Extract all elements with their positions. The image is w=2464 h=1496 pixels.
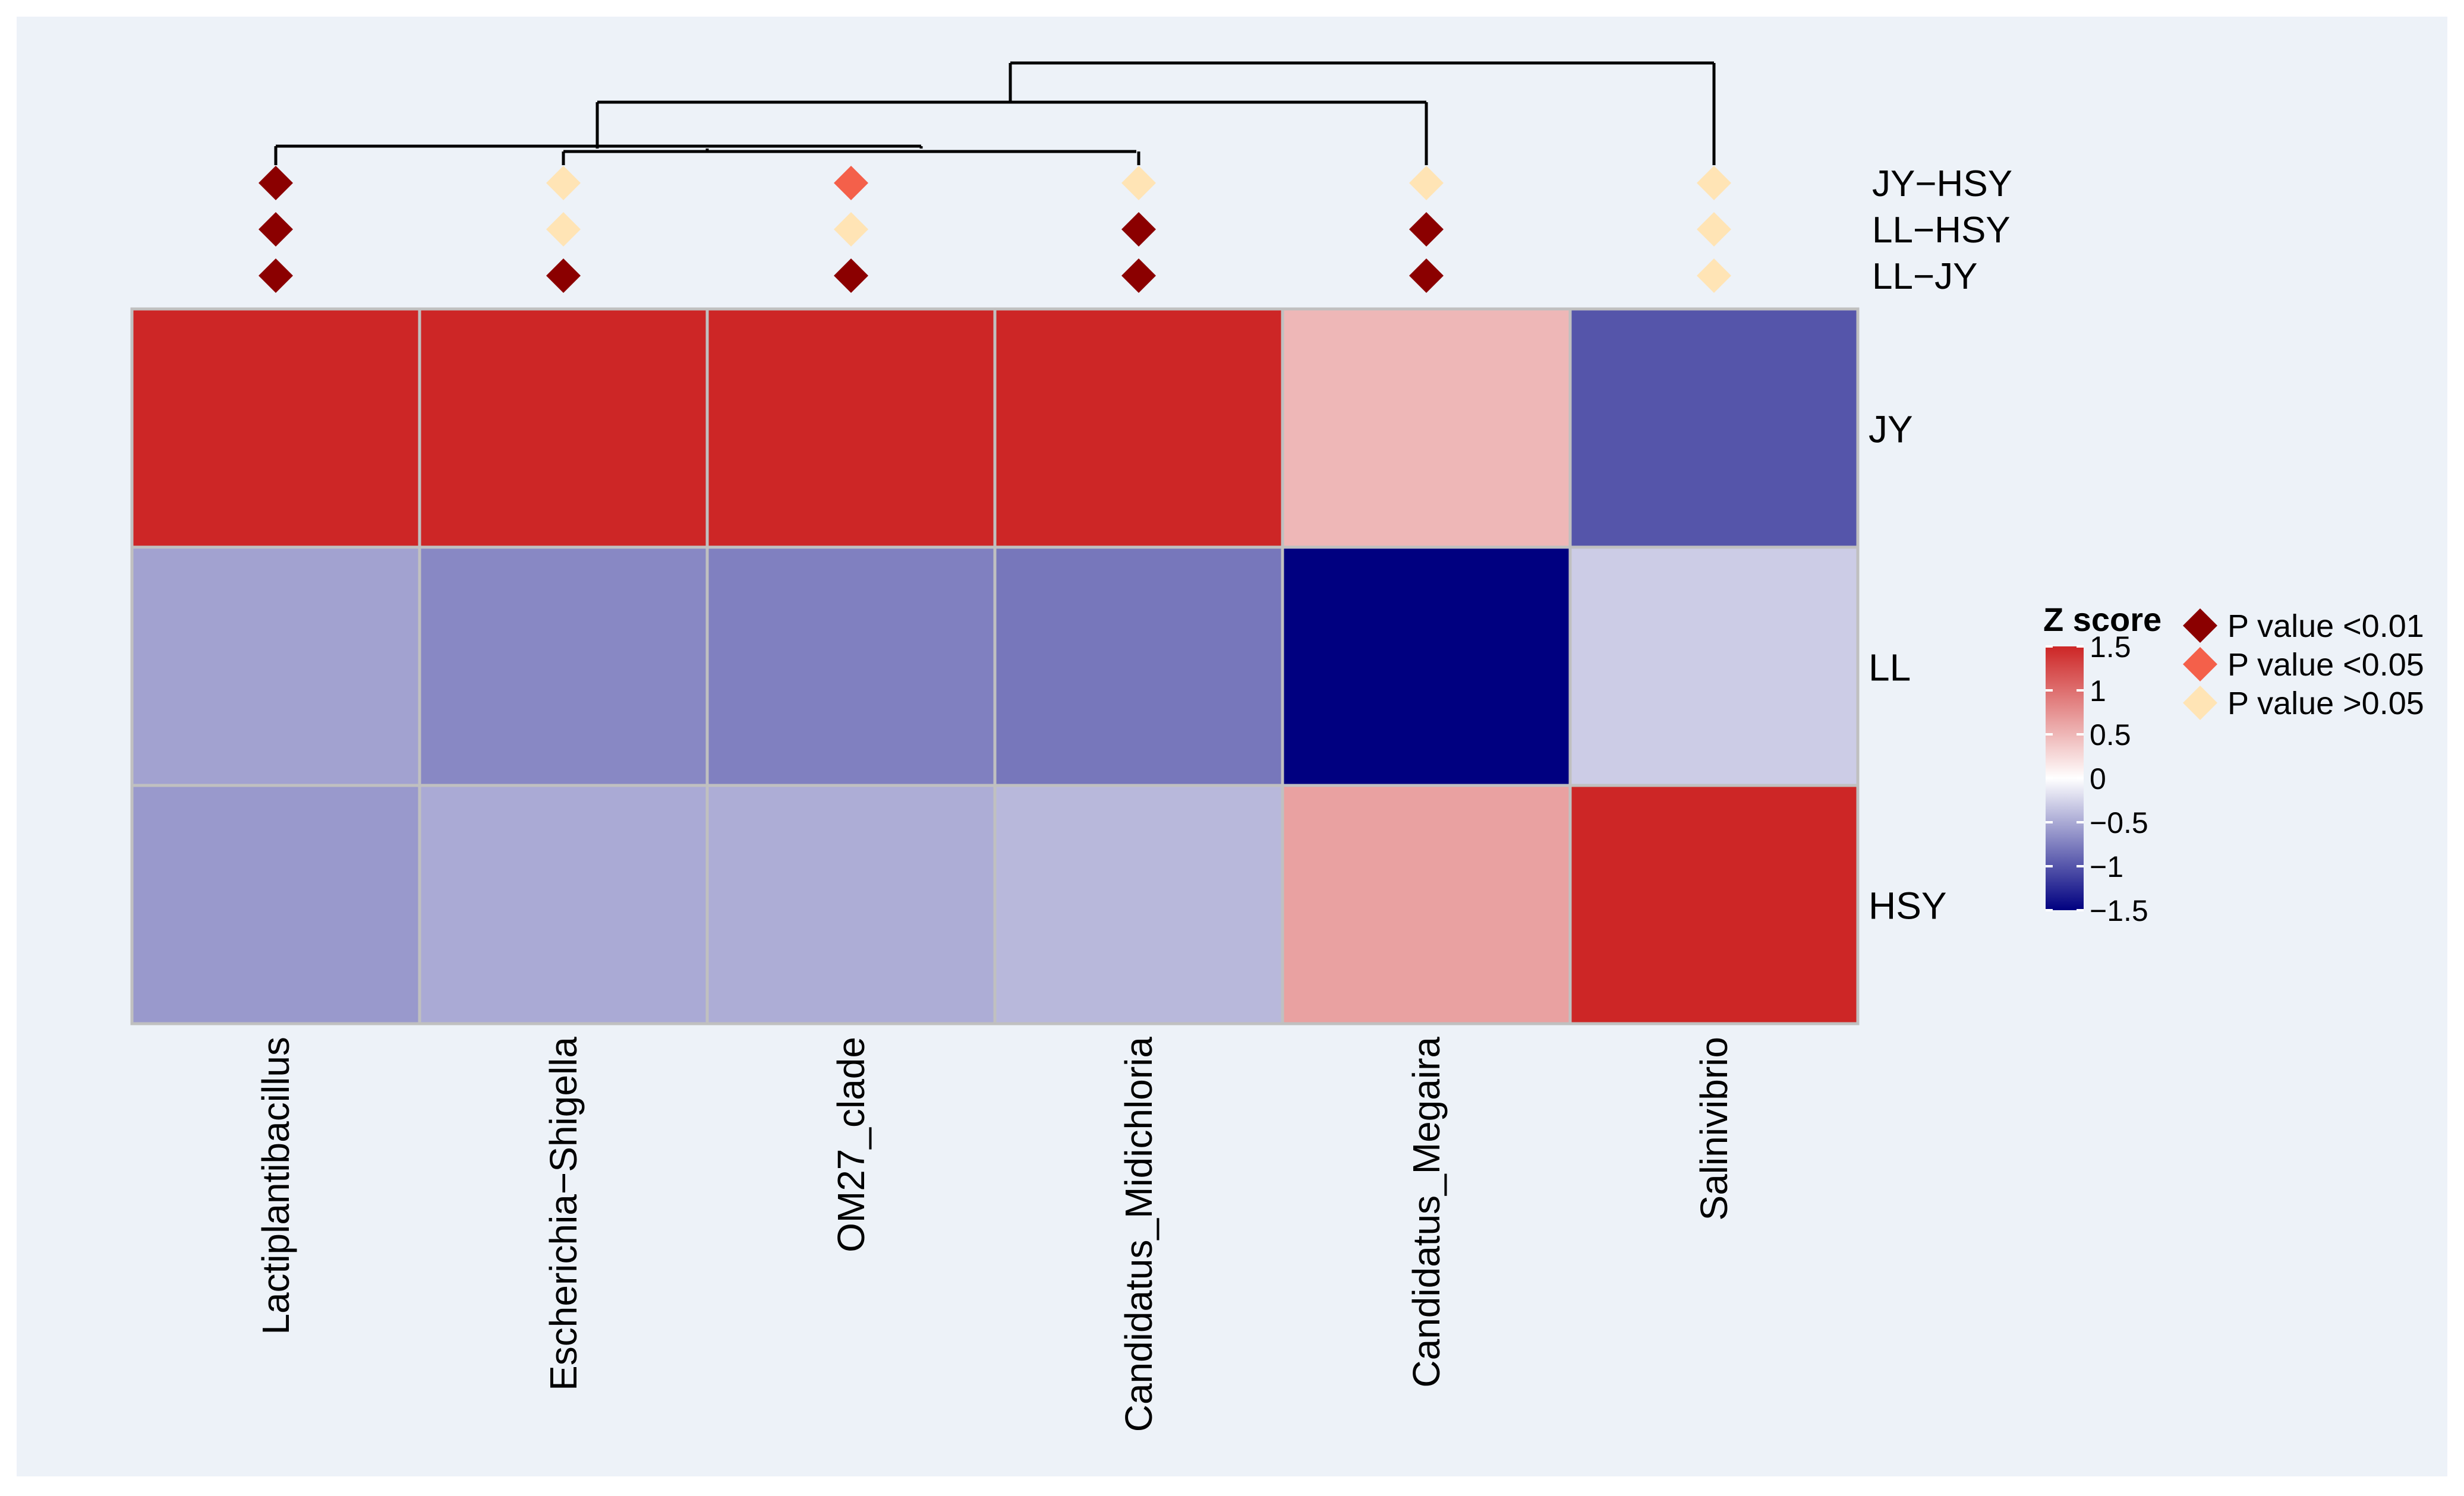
- row-label: JY: [1869, 408, 1913, 451]
- significance-diamond: [834, 166, 868, 200]
- heatmap-cell: [1281, 784, 1572, 1025]
- heatmap-cell: [130, 784, 421, 1025]
- heatmap-cells: [130, 307, 1860, 1025]
- row-label: LL: [1869, 646, 1911, 689]
- significance-diamond: [1697, 258, 1731, 293]
- heatmap-cell: [418, 307, 709, 549]
- significance-diamond: [1409, 166, 1444, 200]
- comparison-label: JY−HSY: [1872, 163, 2012, 204]
- comparison-label: LL−JY: [1872, 256, 1978, 297]
- legend-marker: [2183, 686, 2217, 720]
- column-label: Lactiplantibacillus: [254, 1037, 297, 1335]
- colorbar-tick-label: −0.5: [2090, 806, 2148, 839]
- heatmap-cell: [705, 784, 997, 1025]
- heatmap-cell: [130, 545, 421, 787]
- significance-diamond: [834, 258, 868, 293]
- significance-diamond: [259, 166, 293, 200]
- significance-diamond: [546, 258, 581, 293]
- heatmap-cell: [1281, 545, 1572, 787]
- legend-label: P value <0.05: [2227, 647, 2424, 683]
- legend-label: P value >0.05: [2227, 686, 2424, 721]
- colorbar-tick-label: −1: [2090, 850, 2123, 883]
- heatmap-cell: [705, 545, 997, 787]
- legend-marker: [2183, 647, 2217, 681]
- significance-diamond: [1697, 166, 1731, 200]
- heatmap-cell: [1281, 307, 1572, 549]
- column-label: OM27_clade: [830, 1037, 872, 1252]
- significance-diamond: [546, 166, 581, 200]
- heatmap-cell: [993, 784, 1284, 1025]
- significance-diamond: [1409, 212, 1444, 247]
- significance-diamond: [1121, 212, 1156, 247]
- significance-diamond: [1409, 258, 1444, 293]
- significance-diamond: [546, 212, 581, 247]
- column-label: Escherichia−Shigella: [542, 1037, 585, 1391]
- column-label: Salinivibrio: [1693, 1037, 1735, 1220]
- column-label: Candidatus_Midichloria: [1117, 1037, 1160, 1432]
- heatmap-cell: [130, 307, 421, 549]
- heatmap-cell: [418, 784, 709, 1025]
- column-label: Candidatus_Megaira: [1405, 1037, 1448, 1388]
- heatmap-cell: [418, 545, 709, 787]
- significance-diamond: [259, 212, 293, 247]
- comparison-label: LL−HSY: [1872, 210, 2011, 251]
- heatmap-cell: [993, 307, 1284, 549]
- significance-diamond: [259, 258, 293, 293]
- colorbar-tick-label: 1.5: [2090, 630, 2131, 664]
- significance-diamond: [1121, 258, 1156, 293]
- significance-diamond: [1697, 212, 1731, 247]
- legend-marker: [2183, 608, 2217, 643]
- column-dendrogram: [274, 61, 1716, 165]
- significance-diamond: [834, 212, 868, 247]
- colorbar-title: Z score: [2043, 601, 2161, 638]
- heatmap-cell: [993, 545, 1284, 787]
- heatmap-cell: [1568, 307, 1860, 549]
- heatmap-cell: [1568, 784, 1860, 1025]
- colorbar-tick-label: −1.5: [2090, 894, 2148, 927]
- colorbar-tick-label: 0.5: [2090, 718, 2131, 752]
- colorbar-tick-label: 0: [2090, 762, 2106, 796]
- legend-label: P value <0.01: [2227, 608, 2424, 644]
- significance-markers: [259, 166, 1731, 293]
- heatmap-cell: [1568, 545, 1860, 787]
- row-label: HSY: [1869, 885, 1947, 927]
- colorbar-tick-label: 1: [2090, 674, 2106, 708]
- heatmap-cell: [705, 307, 997, 549]
- significance-diamond: [1121, 166, 1156, 200]
